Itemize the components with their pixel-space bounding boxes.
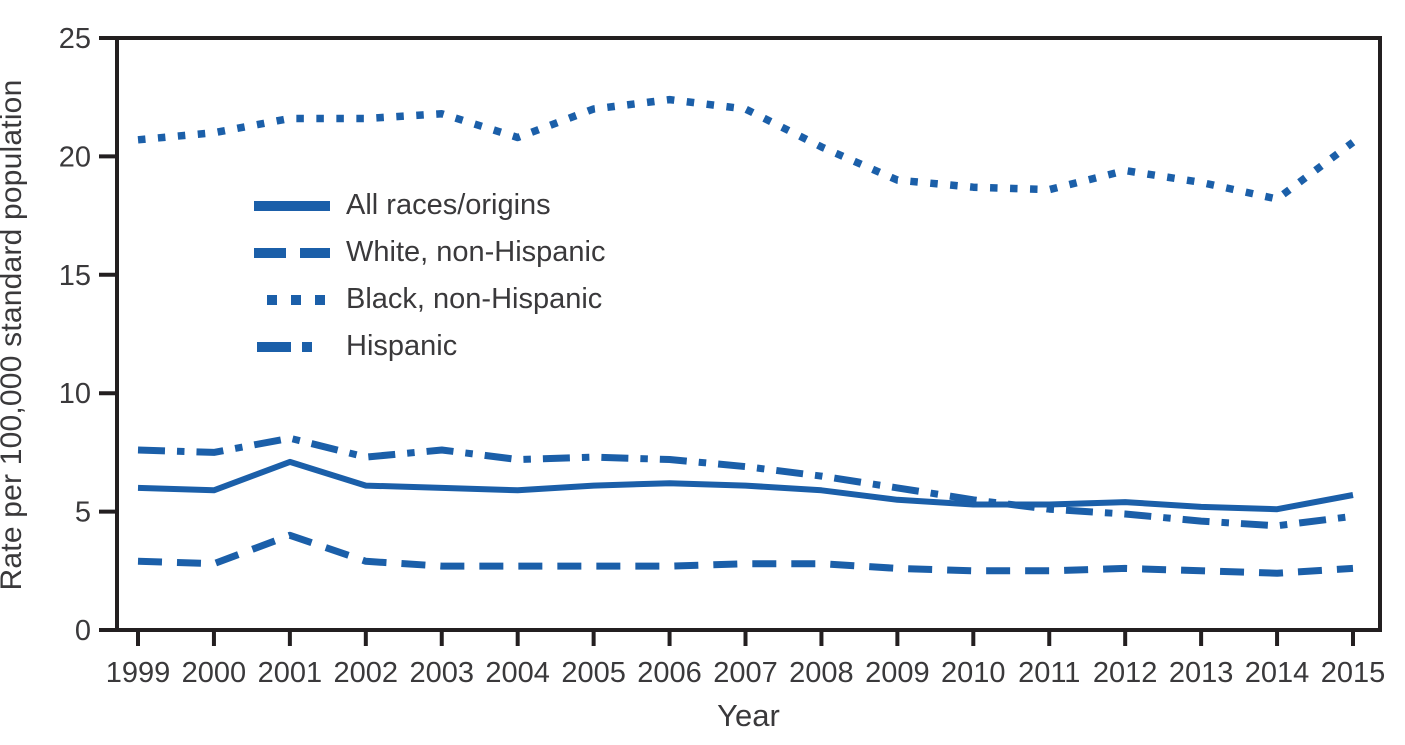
legend-swatch-dashed-line-icon [254, 247, 330, 258]
x-tick-label: 2010 [941, 657, 1006, 689]
series-line-hispanic [137, 434, 1354, 530]
y-tick-label: 5 [75, 497, 91, 529]
x-tick-label: 2007 [713, 657, 778, 689]
y-tick-label: 20 [59, 141, 91, 173]
legend-swatch-dotted-line-icon [267, 294, 330, 305]
series-line-white-non-hispanic [137, 531, 1354, 577]
series-line-all-races-origins [137, 458, 1354, 513]
x-tick-label: 2004 [485, 657, 550, 689]
legend-label: Black, non-Hispanic [346, 283, 603, 315]
legend-item-hispanic: Hispanic [253, 323, 606, 370]
x-tick-label: 2006 [637, 657, 702, 689]
x-tick-label: 2013 [1169, 657, 1234, 689]
x-tick-label: 2001 [258, 657, 323, 689]
x-tick-label: 1999 [106, 657, 171, 689]
x-tick-label: 2000 [182, 657, 247, 689]
x-tick-label: 2008 [789, 657, 854, 689]
legend-label: All races/origins [346, 189, 551, 221]
series-line-black-non-hispanic [137, 95, 1356, 203]
legend: All races/origins White, non-Hispanic Bl… [253, 182, 606, 370]
plot-frame [115, 36, 1382, 632]
legend-label: Hispanic [346, 330, 458, 362]
y-axis: 0 5 10 15 20 25 [59, 23, 117, 647]
legend-swatch-dash-dot-line-icon [257, 341, 330, 352]
legend-item-white-non-hispanic: White, non-Hispanic [253, 229, 606, 276]
y-tick-label: 0 [75, 615, 91, 647]
y-tick-label: 10 [59, 378, 91, 410]
legend-swatch-solid-line-icon [254, 200, 330, 211]
x-tick-label: 2003 [409, 657, 474, 689]
x-tick-label: 2009 [865, 657, 930, 689]
x-tick-label: 2002 [334, 657, 399, 689]
y-axis-title-text: Rate per 100,000 standard population [0, 79, 28, 591]
legend-item-all-races: All races/origins [253, 182, 606, 229]
legend-item-black-non-hispanic: Black, non-Hispanic [253, 276, 606, 323]
x-tick-label: 2014 [1245, 657, 1310, 689]
y-tick-label: 25 [59, 23, 91, 55]
y-tick-label: 15 [59, 260, 91, 292]
x-tick-label: 2005 [561, 657, 626, 689]
x-axis-title: Year [717, 698, 780, 733]
x-tick-label: 2015 [1321, 657, 1386, 689]
x-axis: 1999 2000 2001 2002 2003 2004 2005 2006 2007 2008… [106, 630, 1386, 689]
x-tick-label: 2012 [1093, 657, 1158, 689]
legend-label: White, non-Hispanic [346, 236, 606, 268]
x-tick-label: 2011 [1018, 657, 1080, 689]
